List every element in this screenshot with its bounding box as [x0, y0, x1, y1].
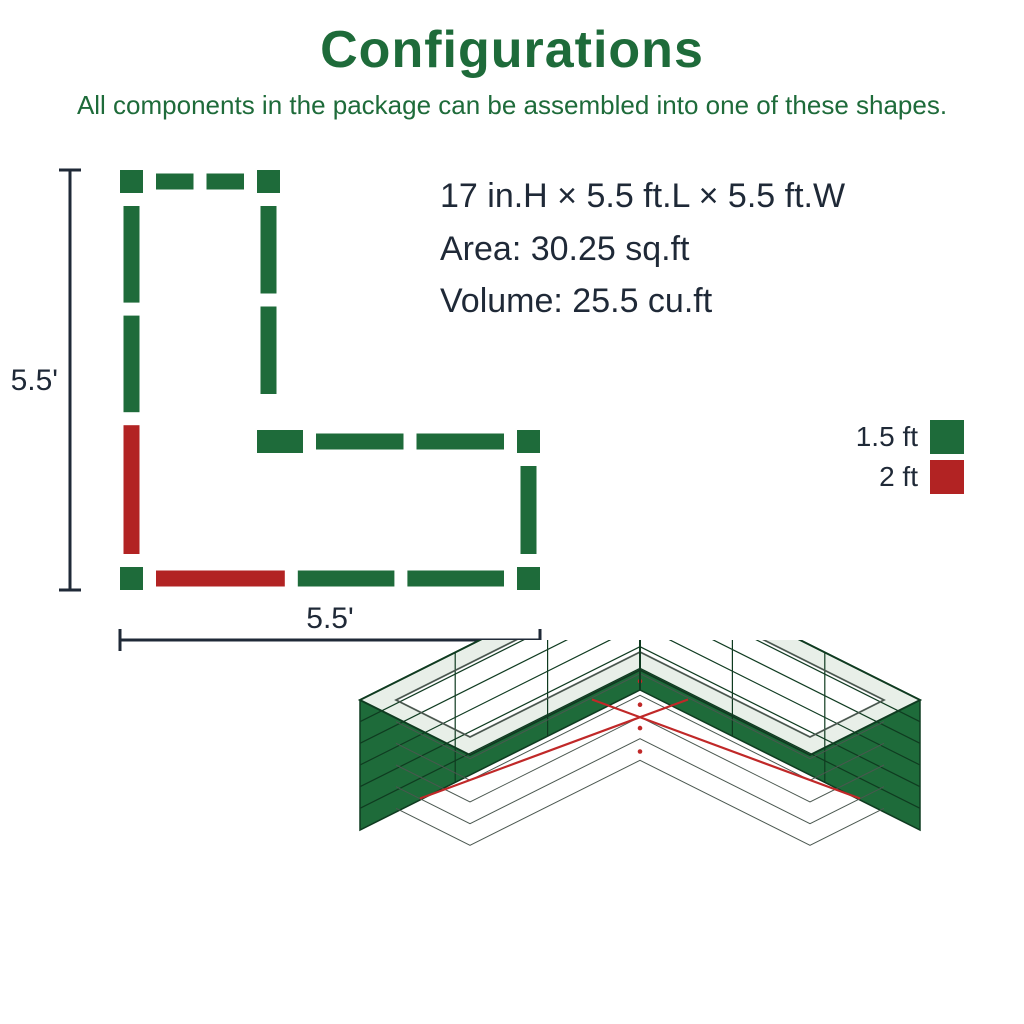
svg-text:5.5': 5.5'	[11, 364, 58, 397]
svg-text:5.5': 5.5'	[306, 602, 353, 635]
isometric-render	[0, 640, 1024, 1024]
plan-diagram: 5.5' 5.5'	[0, 0, 1024, 700]
